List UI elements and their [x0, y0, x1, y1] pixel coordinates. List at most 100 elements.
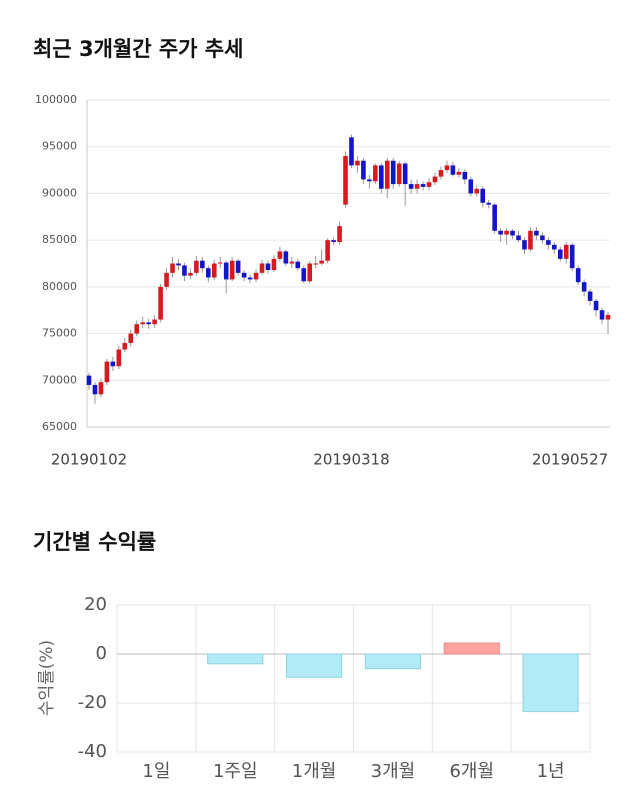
- bar: [285, 653, 343, 678]
- candle-body: [325, 240, 330, 261]
- candle-body: [337, 226, 342, 243]
- candle-body: [373, 165, 378, 182]
- candle-body: [384, 160, 390, 189]
- y-tick-label: 0: [96, 643, 107, 664]
- candle-body: [540, 235, 545, 241]
- candle-body: [593, 300, 599, 311]
- candle-body: [152, 319, 157, 325]
- y-tick-label: 80000: [42, 280, 77, 293]
- candle-body: [176, 263, 181, 266]
- candle-body: [468, 179, 474, 194]
- candle-body: [546, 240, 551, 245]
- candle-body: [456, 171, 462, 175]
- candle-body: [200, 260, 205, 269]
- candle-body: [253, 272, 259, 280]
- candle-body: [319, 260, 324, 264]
- candle-body: [534, 230, 539, 236]
- candle-body: [408, 184, 414, 189]
- x-tick-label: 1개월: [292, 761, 337, 782]
- x-tick-label: 1주일: [213, 761, 258, 782]
- candle-body: [295, 261, 301, 269]
- candle-body: [217, 262, 223, 264]
- y-tick-label: 95000: [42, 140, 77, 153]
- candle-body: [402, 163, 408, 185]
- x-tick-label: 20190527: [532, 451, 608, 469]
- x-tick-label: 6개월: [449, 761, 494, 782]
- candle-body: [480, 188, 486, 203]
- candle-body: [223, 262, 229, 280]
- y-tick-label: 90000: [42, 186, 77, 199]
- candle-body: [528, 230, 533, 250]
- candle-body: [271, 258, 277, 271]
- candle-body: [349, 137, 354, 166]
- candle-body: [104, 361, 110, 383]
- candle-body: [575, 268, 581, 283]
- candle-body: [259, 263, 265, 273]
- candle-body: [414, 184, 420, 189]
- candle-body: [158, 286, 163, 320]
- candle-body: [241, 272, 247, 278]
- candle-body: [474, 188, 480, 194]
- candle-body: [498, 230, 503, 235]
- candle-body: [492, 204, 497, 231]
- candle-body: [432, 176, 438, 183]
- y-tick-label: 70000: [42, 373, 77, 386]
- candle-body: [265, 263, 271, 271]
- candle-body: [206, 268, 211, 278]
- candle-body: [229, 260, 235, 280]
- candle-body: [599, 310, 605, 320]
- y-tick-label: 85000: [42, 233, 77, 246]
- candle-body: [420, 184, 426, 187]
- x-tick-label: 1년: [537, 761, 565, 782]
- candle-body: [283, 251, 289, 264]
- candle-body: [188, 272, 193, 276]
- candle-body: [581, 282, 587, 292]
- candle-body: [563, 244, 569, 259]
- candle-body: [587, 291, 593, 301]
- candle-body: [140, 322, 145, 325]
- y-axis-label: 수익률(%): [37, 640, 57, 716]
- candle-body: [92, 384, 98, 395]
- y-tick-label: 75000: [42, 327, 77, 340]
- candle-body: [355, 160, 360, 166]
- candle-body: [170, 263, 175, 273]
- y-tick-label: 20: [84, 594, 107, 615]
- candle-body: [361, 160, 366, 180]
- candle-body: [516, 235, 521, 241]
- candle-body: [307, 263, 313, 282]
- bar: [522, 653, 579, 713]
- x-tick-label: 20190318: [313, 451, 389, 469]
- candle-body: [343, 156, 348, 205]
- chart-title: 기간별 수익률: [33, 530, 156, 554]
- candle-body: [522, 240, 527, 250]
- candle-body: [450, 165, 456, 175]
- candle-body: [182, 265, 187, 276]
- bar: [207, 653, 264, 665]
- candle-body: [110, 361, 116, 367]
- candle-body: [486, 202, 491, 205]
- candle-body: [552, 244, 557, 250]
- candle-body: [289, 261, 295, 264]
- candle-body: [557, 249, 563, 259]
- candle-body: [211, 263, 217, 278]
- y-tick-label: -40: [78, 741, 107, 762]
- x-tick-label: 3개월: [371, 761, 416, 782]
- y-tick-label: 65000: [42, 420, 77, 433]
- x-tick-label: 1일: [142, 761, 170, 782]
- candle-body: [146, 322, 151, 325]
- candle-body: [379, 165, 384, 189]
- candle-body: [462, 171, 468, 180]
- candle-body: [277, 251, 283, 259]
- candle-body: [510, 230, 515, 236]
- candle-body: [438, 170, 444, 177]
- candle-body: [367, 179, 372, 182]
- candle-body: [331, 240, 336, 243]
- candle-body: [390, 160, 396, 185]
- candle-body: [86, 375, 92, 385]
- bar: [364, 653, 422, 670]
- chart-title: 최근 3개월간 주가 추세: [33, 37, 243, 61]
- candle-body: [122, 342, 128, 350]
- candle-body: [128, 333, 134, 343]
- candle-body: [235, 260, 241, 273]
